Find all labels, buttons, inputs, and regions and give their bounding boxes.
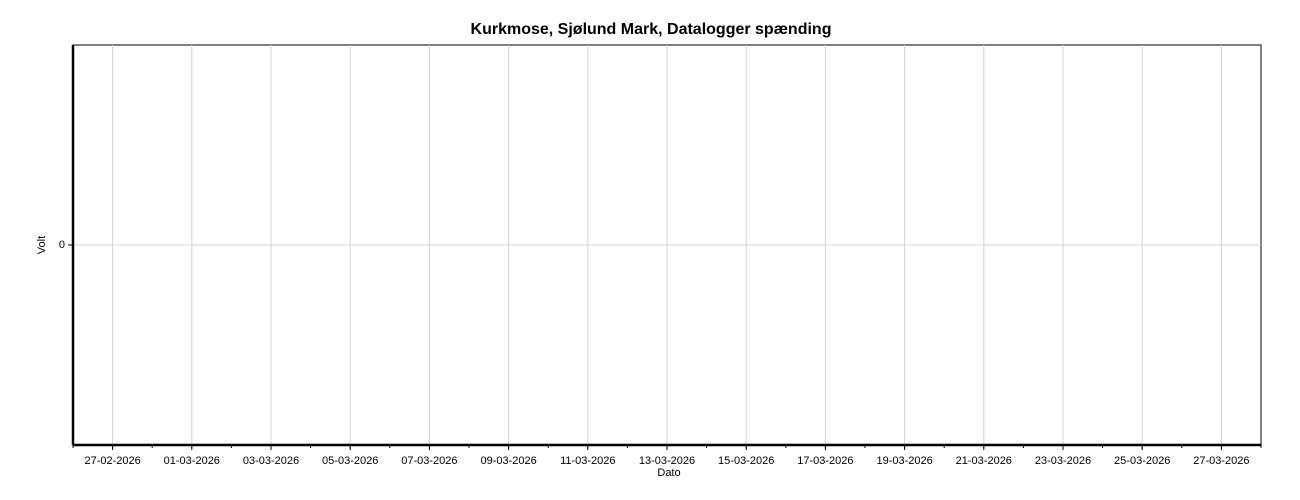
x-tick-label: 15-03-2026 <box>718 455 774 467</box>
y-axis-label: Volt <box>36 236 48 254</box>
x-tick-label: 09-03-2026 <box>480 455 536 467</box>
x-tick-label: 25-03-2026 <box>1114 455 1170 467</box>
x-axis-label: Dato <box>657 467 680 479</box>
y-tick-label: 0 <box>59 239 65 251</box>
x-tick-label: 17-03-2026 <box>797 455 853 467</box>
x-tick-label: 11-03-2026 <box>560 455 615 467</box>
x-tick-label: 19-03-2026 <box>876 455 932 467</box>
x-tick-label: 27-02-2026 <box>84 455 140 467</box>
x-tick-label: 03-03-2026 <box>243 455 299 467</box>
x-tick-label: 05-03-2026 <box>322 455 378 467</box>
axes: 27-02-2026 01-03-2026 03-03-2026 05-03-2026… <box>59 45 1262 467</box>
x-tick-label: 01-03-2026 <box>164 455 220 467</box>
x-tick-label: 23-03-2026 <box>1035 455 1091 467</box>
x-tick-label: 21-03-2026 <box>956 455 1012 467</box>
chart-title: Kurkmose, Sjølund Mark, Datalogger spænd… <box>471 21 832 38</box>
x-tick-label: 27-03-2026 <box>1193 455 1249 467</box>
grid <box>72 44 1262 446</box>
x-tick-label: 07-03-2026 <box>401 455 457 467</box>
x-tick-label: 13-03-2026 <box>639 455 695 467</box>
